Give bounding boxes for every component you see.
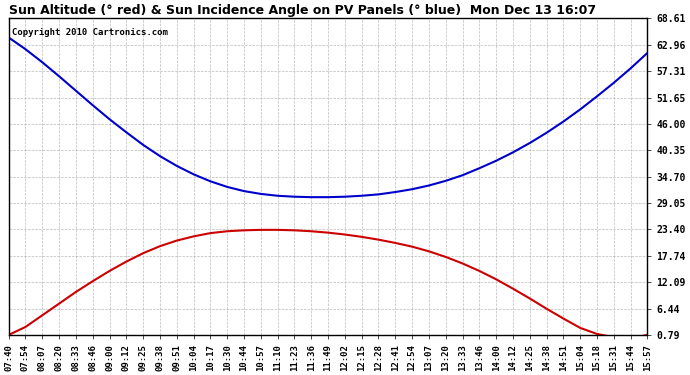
- Text: Copyright 2010 Cartronics.com: Copyright 2010 Cartronics.com: [12, 28, 168, 37]
- Text: Sun Altitude (° red) & Sun Incidence Angle on PV Panels (° blue)  Mon Dec 13 16:: Sun Altitude (° red) & Sun Incidence Ang…: [9, 4, 595, 17]
